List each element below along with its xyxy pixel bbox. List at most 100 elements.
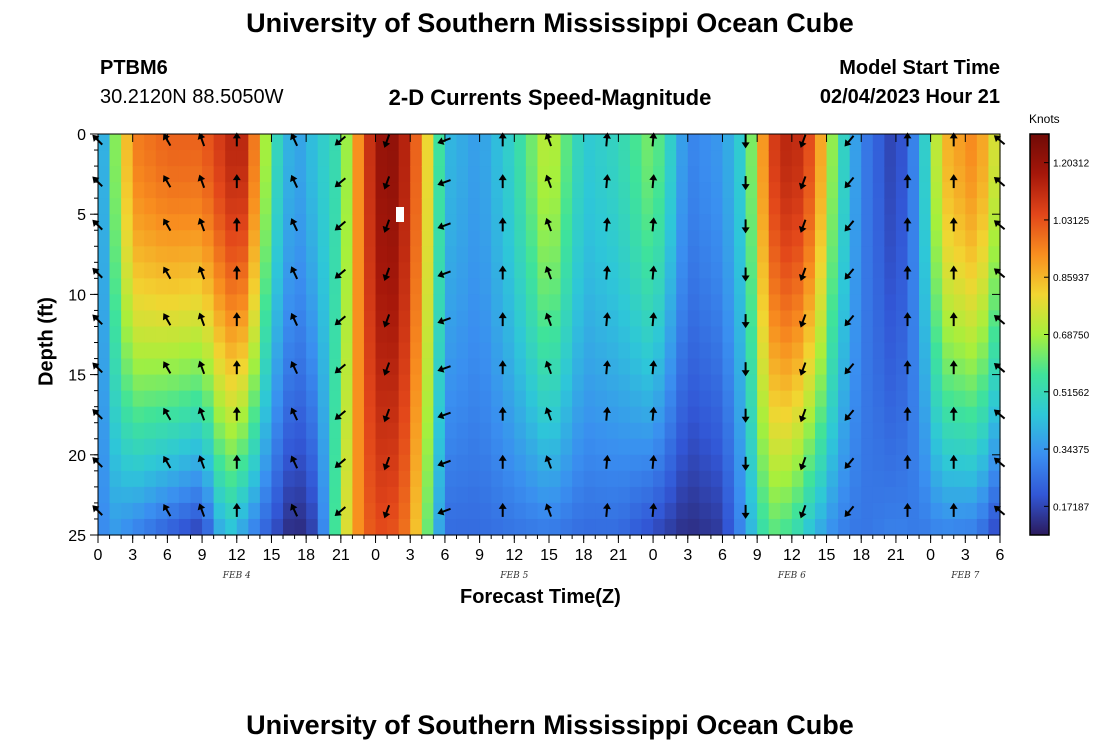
heatmap-cell — [167, 406, 180, 424]
heatmap-cell — [132, 358, 145, 376]
heatmap-cell — [190, 278, 203, 295]
heatmap-cell — [144, 374, 157, 392]
heatmap-cell — [283, 262, 296, 279]
heatmap-cell — [375, 166, 388, 183]
heatmap-cell — [803, 294, 816, 312]
heatmap-cell — [838, 422, 851, 440]
heatmap-cell — [178, 182, 192, 199]
heatmap-cell — [757, 358, 770, 376]
heatmap-cell — [121, 518, 134, 536]
heatmap-cell — [629, 214, 643, 231]
heatmap-cell — [387, 358, 400, 376]
heatmap-cell — [907, 422, 920, 440]
heatmap-cell — [144, 166, 157, 183]
heatmap-cell — [768, 486, 781, 504]
heatmap-cell — [294, 166, 307, 183]
current-vector — [334, 363, 347, 374]
heatmap-cell — [791, 294, 805, 312]
heatmap-cell — [514, 406, 527, 424]
heatmap-cell — [803, 214, 816, 231]
heatmap-cell — [410, 326, 423, 344]
heatmap-cell — [178, 518, 192, 536]
heatmap-cell — [803, 374, 816, 392]
heatmap-cell — [294, 246, 307, 263]
heatmap-cell — [710, 406, 724, 424]
heatmap-cell — [849, 230, 862, 247]
heatmap-cell — [988, 294, 1001, 312]
heatmap-cell — [283, 230, 296, 247]
current-vector — [232, 312, 241, 327]
heatmap-cell — [895, 310, 909, 328]
heatmap-cell — [387, 310, 400, 328]
heatmap-cell — [710, 278, 724, 295]
heatmap-cell — [976, 358, 990, 376]
heatmap-cell — [653, 518, 666, 536]
heatmap-cell — [988, 198, 1001, 215]
x-tick-label: 12 — [228, 547, 246, 564]
heatmap-cell — [629, 294, 643, 312]
heatmap-cell — [814, 246, 828, 263]
heatmap-cell — [988, 518, 1001, 536]
heatmap-cell — [699, 310, 712, 328]
x-tick-label: 15 — [818, 547, 836, 564]
heatmap-cell — [537, 182, 550, 199]
heatmap-cell — [479, 246, 492, 263]
heatmap-cell — [456, 326, 469, 344]
heatmap-cell — [965, 486, 978, 504]
heatmap-cell — [895, 358, 909, 376]
heatmap-cell — [664, 214, 677, 231]
heatmap-cell — [236, 198, 249, 215]
heatmap-cell — [919, 454, 932, 472]
heatmap-cell — [803, 486, 816, 504]
heatmap-cell — [710, 166, 724, 183]
heatmap-cell — [456, 166, 469, 183]
heatmap-cell — [629, 454, 643, 472]
heatmap-cell — [132, 134, 145, 151]
heatmap-cell — [421, 294, 434, 312]
heatmap-cell — [745, 390, 758, 408]
heatmap-cell — [271, 134, 284, 151]
heatmap-cell — [965, 134, 978, 151]
heatmap-cell — [757, 214, 770, 231]
heatmap-cell — [826, 262, 839, 279]
heatmap-cell — [710, 342, 724, 360]
heatmap-cell — [444, 342, 458, 360]
heatmap-cell — [352, 326, 365, 344]
heatmap-cell — [329, 438, 342, 456]
heatmap-cell — [421, 214, 434, 231]
heatmap-cell — [433, 150, 446, 167]
heatmap-cell — [907, 166, 920, 183]
heatmap-cell — [468, 422, 481, 440]
heatmap-cell — [340, 198, 354, 215]
heatmap-cell — [884, 518, 897, 536]
heatmap-cell — [699, 486, 712, 504]
heatmap-cell — [132, 262, 145, 279]
heatmap-cell — [155, 518, 168, 536]
heatmap-cell — [919, 390, 932, 408]
heatmap-cell — [387, 454, 400, 472]
heatmap-cell — [745, 502, 758, 520]
heatmap-cell — [560, 422, 573, 440]
heatmap-cell — [757, 294, 770, 312]
heatmap-cell — [109, 134, 122, 151]
heatmap-cell — [629, 246, 643, 263]
heatmap-cell — [664, 278, 677, 295]
heatmap-cell — [479, 486, 492, 504]
heatmap-cell — [225, 150, 238, 167]
heatmap-cell — [525, 486, 539, 504]
heatmap-cell — [953, 406, 966, 424]
heatmap-cell — [814, 150, 828, 167]
colorbar-tick-label: 0.85937 — [1053, 273, 1090, 284]
current-vector — [649, 265, 658, 280]
heatmap-cell — [549, 294, 562, 312]
heatmap-cell — [202, 150, 215, 167]
heatmap-cell — [629, 342, 643, 360]
heatmap-cell — [306, 502, 319, 520]
heatmap-cell — [583, 310, 596, 328]
heatmap-cell — [629, 502, 643, 520]
heatmap-cell — [329, 134, 342, 151]
heatmap-cell — [653, 182, 666, 199]
heatmap-cell — [768, 230, 781, 247]
heatmap-cell — [363, 278, 377, 295]
heatmap-cell — [664, 502, 677, 520]
